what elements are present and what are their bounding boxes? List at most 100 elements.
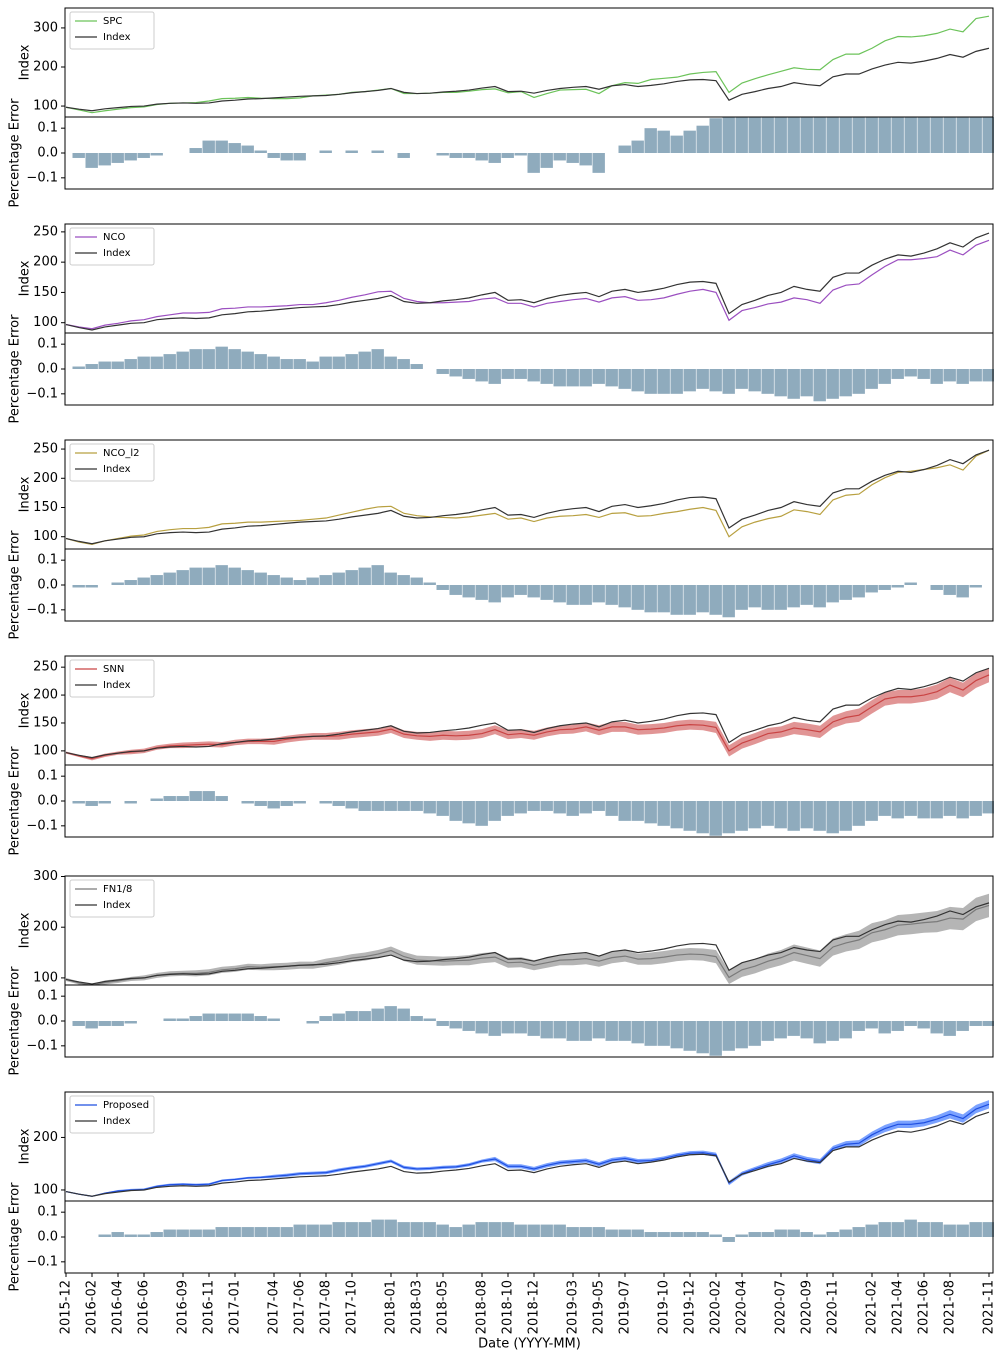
confidence-band — [66, 893, 989, 985]
error-bar — [98, 801, 111, 804]
error-bar — [475, 369, 488, 382]
error-bar — [722, 1237, 735, 1242]
error-bar — [878, 585, 891, 590]
error-bar — [930, 1021, 943, 1034]
error-bar — [514, 801, 527, 814]
error-bar — [787, 117, 800, 153]
y-axis-label: Index — [18, 476, 33, 512]
error-bar — [397, 1008, 410, 1021]
error-bar — [384, 801, 397, 811]
error-bar — [124, 1234, 137, 1237]
error-bar — [579, 153, 592, 166]
x-tick-label: 2018-12 — [527, 1280, 542, 1334]
x-tick-label: 2021-08 — [943, 1280, 958, 1334]
y-tick-label: 0.0 — [37, 1230, 58, 1245]
error-bar — [319, 575, 332, 585]
error-bar — [150, 356, 163, 369]
error-bar — [683, 801, 696, 831]
error-bar — [332, 801, 345, 806]
error-bar — [111, 582, 124, 585]
error-bar — [618, 585, 631, 608]
error-bar — [683, 1021, 696, 1051]
error-bar — [735, 1021, 748, 1049]
error-bar — [631, 140, 644, 153]
error-bar — [202, 791, 215, 801]
error-bar — [345, 570, 358, 585]
y-tick-label: 0.1 — [37, 121, 58, 136]
x-tick-label: 2021-02 — [865, 1280, 880, 1334]
error-bar — [657, 585, 670, 613]
error-bar — [826, 1232, 839, 1237]
x-tick-label: 2016-11 — [202, 1280, 217, 1334]
series-line — [65, 15, 990, 114]
error-bar — [865, 1021, 878, 1029]
plot-area — [65, 449, 990, 545]
error-bar — [332, 1013, 345, 1021]
error-bar — [267, 1018, 280, 1021]
error-bar — [462, 801, 475, 824]
error-bar — [657, 1021, 670, 1046]
error-bar — [631, 801, 644, 821]
error-bar — [267, 801, 280, 809]
error-bar — [891, 117, 904, 153]
error-bar — [852, 117, 865, 153]
error-bar — [774, 585, 787, 610]
error-bar — [371, 801, 384, 811]
plot-area — [65, 1100, 990, 1197]
y-tick-label: −0.1 — [26, 170, 58, 185]
error-bar — [839, 585, 852, 600]
x-tick-label: 2016-02 — [85, 1280, 100, 1334]
x-tick-label: 2019-10 — [657, 1280, 672, 1334]
legend-label: Index — [103, 680, 131, 691]
legend-label: Index — [103, 248, 131, 259]
error-bar — [709, 801, 722, 836]
y-tick-label: −0.1 — [26, 1038, 58, 1053]
error-bar — [397, 801, 410, 811]
error-bar — [709, 1234, 722, 1237]
error-bar — [969, 585, 982, 588]
error-bar — [969, 117, 982, 153]
error-bar — [332, 572, 345, 585]
error-bar — [592, 153, 605, 173]
error-bar — [644, 801, 657, 824]
error-bar — [98, 1234, 111, 1237]
error-bar — [748, 585, 761, 608]
error-bar — [241, 570, 254, 585]
y-tick-label: 250 — [33, 442, 58, 457]
error-bar — [657, 1232, 670, 1237]
x-tick-label: 2020-07 — [774, 1280, 789, 1334]
error-bar — [501, 1021, 514, 1034]
x-tick-label: 2018-05 — [436, 1280, 451, 1334]
error-bar — [371, 1008, 384, 1021]
error-bar — [748, 1021, 761, 1046]
error-area — [72, 1006, 994, 1056]
error-bar — [592, 369, 605, 384]
y-tick-label: 200 — [33, 59, 58, 74]
x-tick-label: 2017-10 — [345, 1280, 360, 1334]
error-bar — [930, 117, 943, 153]
y-axis-label: Index — [18, 260, 33, 296]
y-tick-label: 100 — [33, 970, 58, 985]
error-bar — [501, 153, 514, 158]
plot-area — [65, 667, 990, 761]
error-bar — [280, 359, 293, 369]
error-bar — [449, 585, 462, 595]
error-bar — [436, 585, 449, 590]
error-area — [72, 565, 982, 618]
error-bar — [501, 585, 514, 598]
error-bar — [605, 369, 618, 387]
error-bar — [540, 1224, 553, 1237]
error-bar — [579, 801, 592, 814]
error-bar — [735, 369, 748, 389]
error-bar — [410, 1016, 423, 1021]
axes-frame — [64, 7, 994, 118]
error-bar — [800, 1021, 813, 1039]
error-bar — [150, 153, 163, 156]
error-bar — [189, 567, 202, 585]
error-bar — [566, 369, 579, 387]
error-bar — [488, 1021, 501, 1036]
legend-label: FN1/8 — [103, 884, 132, 895]
error-bar — [124, 1021, 137, 1024]
error-bar — [618, 369, 631, 389]
error-bar — [943, 117, 956, 153]
